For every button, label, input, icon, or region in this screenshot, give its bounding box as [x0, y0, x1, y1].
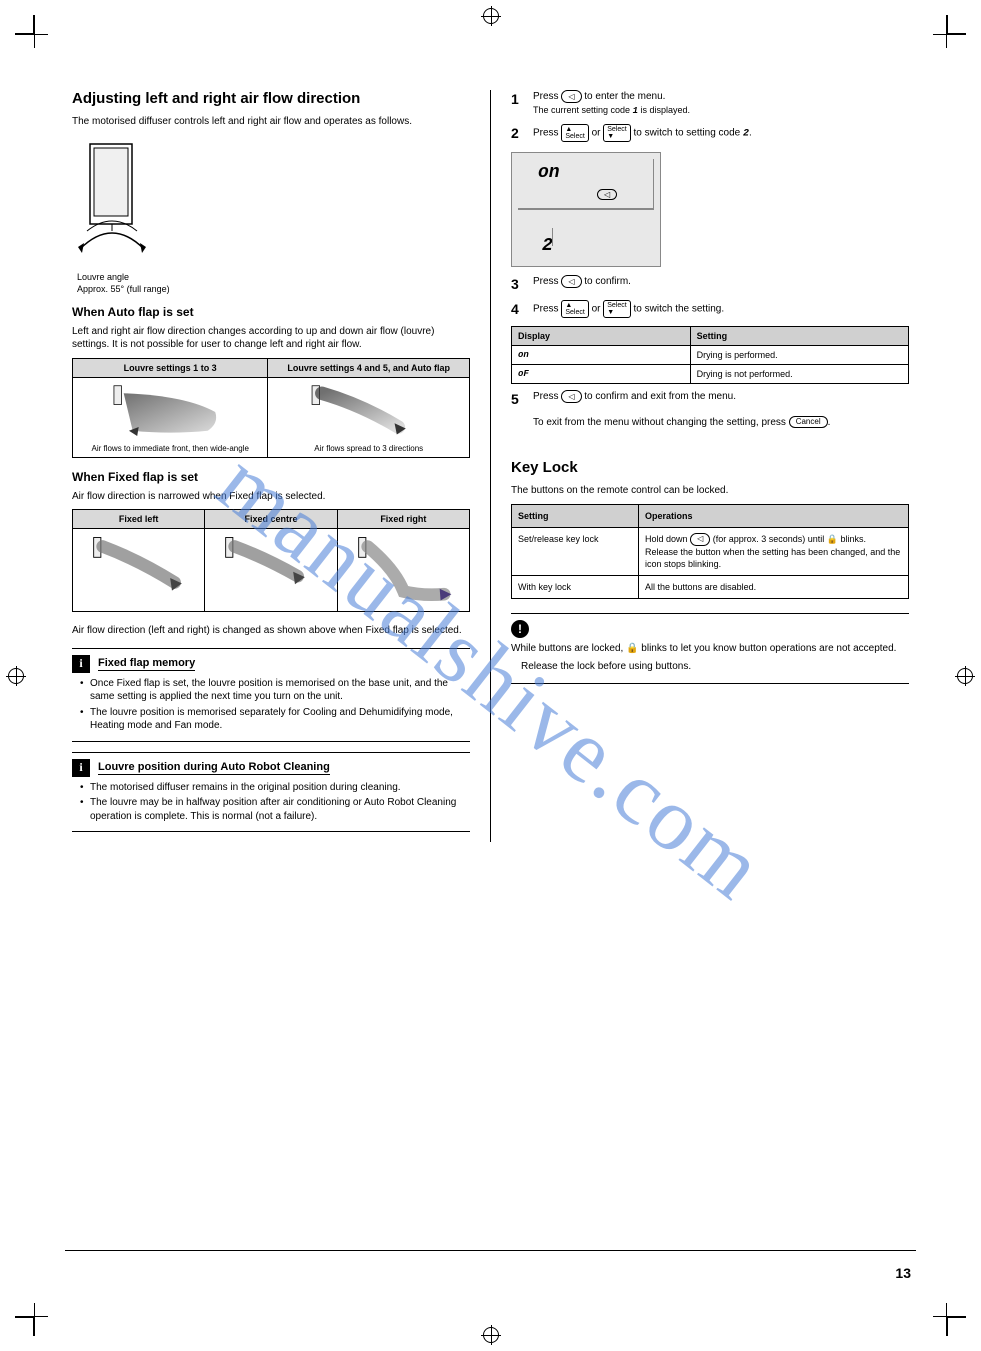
step-5: 5 Press ◁ to confirm and exit from the m… — [511, 390, 909, 410]
cancel-button-icon: Cancel — [789, 416, 828, 429]
registration-mark-bottom — [483, 1327, 499, 1343]
left-column: Adjusting left and right air flow direct… — [60, 90, 491, 842]
step5-note: To exit from the menu without changing t… — [511, 416, 909, 430]
crop-mark-bottom-left — [15, 1316, 35, 1336]
setting-code-1: 1 — [633, 106, 638, 116]
confirm-exit-button-icon: ◁ — [561, 390, 581, 403]
info2-item-1: The motorised diffuser remains in the or… — [80, 781, 470, 795]
onoff-on-desc: Drying is performed. — [690, 346, 908, 365]
fixed-cell-2 — [205, 529, 337, 612]
lock-indicator-icon: 🔒 — [626, 643, 638, 654]
step-4: 4 Press ▲Select or Select▼ to switch the… — [511, 300, 909, 320]
keylock-row1-ops: Hold down ◁ (for approx. 3 seconds) unti… — [639, 527, 909, 575]
select-down-button-icon: Select▼ — [603, 124, 630, 142]
info1-item-1: Once Fixed flap is set, the louvre posit… — [80, 677, 470, 704]
heading-airflow: Adjusting left and right air flow direct… — [72, 90, 470, 107]
keylock-header-ops: Operations — [639, 504, 909, 527]
step-2: 2 Press ▲Select or Select▼ to switch to … — [511, 124, 909, 144]
crop-mark-top-right — [946, 15, 966, 35]
info-icon: i — [72, 655, 90, 673]
auto-header-2: Louvre settings 4 and 5, and Auto flap — [268, 358, 470, 377]
auto-cell-1: Air flows to immediate front, then wide-… — [73, 377, 268, 457]
inner-crop-br — [933, 1303, 947, 1317]
caution-text: While buttons are locked, 🔒 blinks to le… — [511, 642, 909, 656]
page-content: Adjusting left and right air flow direct… — [60, 90, 921, 842]
louvre-figure — [72, 139, 182, 269]
onoff-header-display: Display — [512, 327, 691, 346]
select-up-button-icon: ▲Select — [561, 300, 588, 318]
info-title-memory: Fixed flap memory — [98, 657, 195, 671]
keylock-row1-setting: Set/release key lock — [512, 527, 639, 575]
intro-text: The motorised diffuser controls left and… — [72, 115, 470, 129]
keylock-text: The buttons on the remote control can be… — [511, 484, 909, 498]
lcd-menu-icon: ◁ — [597, 189, 617, 200]
page-number: 13 — [895, 1265, 911, 1281]
onoff-table: Display Setting on Drying is performed. … — [511, 326, 909, 384]
registration-mark-right — [957, 668, 973, 684]
airflow-table-fixed: Fixed left Fixed centre Fixed right — [72, 509, 470, 612]
caution-box: ! While buttons are locked, 🔒 blinks to … — [511, 613, 909, 684]
fixed-header-2: Fixed centre — [205, 510, 337, 529]
auto-flap-title: When Auto flap is set — [72, 305, 470, 319]
caution-icon: ! — [511, 620, 529, 638]
info-box-robot: i Louvre position during Auto Robot Clea… — [72, 752, 470, 833]
auto-flap-text: Left and right air flow direction change… — [72, 325, 470, 352]
right-column: 1 Press ◁ to enter the menu. The current… — [491, 90, 921, 842]
info-icon: i — [72, 759, 90, 777]
crop-mark-bottom-right — [946, 1316, 966, 1336]
fixed-header-3: Fixed right — [337, 510, 469, 529]
keylock-heading: Key Lock — [511, 459, 909, 476]
caution-sub: Release the lock before using buttons. — [511, 660, 909, 674]
airflow-table-auto: Louvre settings 1 to 3 Louvre settings 4… — [72, 358, 470, 458]
registration-mark-left — [8, 668, 24, 684]
inner-crop-tr — [933, 34, 947, 48]
lcd-display: on ◁ 2 — [511, 152, 661, 267]
fixed-cell-1 — [73, 529, 205, 612]
fixed-flap-title: When Fixed flap is set — [72, 470, 470, 484]
fixed-flap-text: Air flow direction is narrowed when Fixe… — [72, 490, 470, 504]
inner-crop-bl — [34, 1303, 48, 1317]
onoff-header-setting: Setting — [690, 327, 908, 346]
fixed-note: Air flow direction (left and right) is c… — [72, 624, 470, 638]
info-box-memory: i Fixed flap memory Once Fixed flap is s… — [72, 648, 470, 742]
select-down-button-icon: Select▼ — [603, 300, 630, 318]
auto-cell-2: Air flows spread to 3 directions — [268, 377, 470, 457]
setting-code-2: 2 — [743, 129, 749, 140]
footer-rule — [65, 1250, 916, 1251]
fixed-header-1: Fixed left — [73, 510, 205, 529]
keylock-row2-ops: All the buttons are disabled. — [639, 576, 909, 599]
select-up-button-icon: ▲Select — [561, 124, 588, 142]
onoff-of-desc: Drying is not performed. — [690, 365, 908, 384]
crop-mark-top-left — [15, 15, 35, 35]
step-3: 3 Press ◁ to confirm. — [511, 275, 909, 295]
registration-mark-top — [483, 8, 499, 24]
info1-item-2: The louvre position is memorised separat… — [80, 706, 470, 733]
onoff-on: on — [512, 346, 691, 365]
louvre-angle-label: Louvre angleApprox. 55° (full range) — [77, 271, 470, 295]
fixed-cell-3 — [337, 529, 469, 612]
step-1: 1 Press ◁ to enter the menu. The current… — [511, 90, 909, 118]
info-title-robot: Louvre position during Auto Robot Cleani… — [98, 761, 330, 775]
auto-header-1: Louvre settings 1 to 3 — [73, 358, 268, 377]
menu-button-icon: ◁ — [561, 90, 581, 103]
onoff-of: oF — [512, 365, 691, 384]
keylock-row2-setting: With key lock — [512, 576, 639, 599]
keylock-header-setting: Setting — [512, 504, 639, 527]
info2-item-2: The louvre may be in halfway position af… — [80, 796, 470, 823]
lock-indicator-icon: 🔒 — [827, 534, 838, 544]
keylock-table: Setting Operations Set/release key lock … — [511, 504, 909, 600]
confirm-button-icon: ◁ — [561, 275, 581, 288]
inner-crop-tl — [34, 34, 48, 48]
lcd-on-text: on — [538, 163, 560, 183]
lock-button-icon: ◁ — [690, 533, 710, 546]
